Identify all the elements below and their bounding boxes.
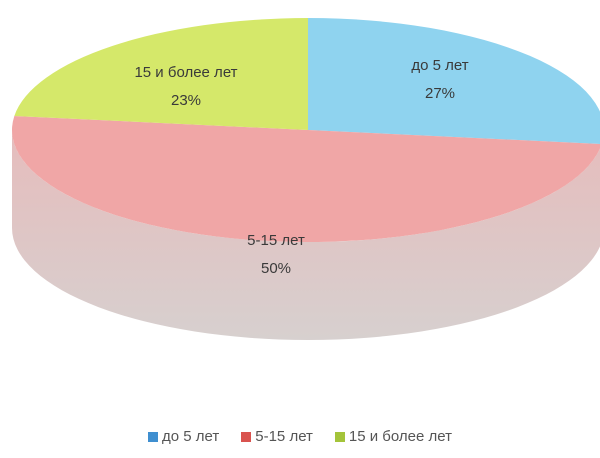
- slice-category-label-2: 15 и более лет: [134, 64, 237, 81]
- pie-slice-2: [14, 18, 309, 130]
- legend-label: 15 и более лет: [348, 428, 452, 445]
- pie-slice-1: [12, 115, 600, 242]
- pie-side-wall: [12, 130, 600, 340]
- legend-swatch: [334, 431, 345, 442]
- pie-side-surface: [12, 130, 600, 340]
- legend-swatch: [148, 431, 158, 442]
- slice-category-label-0: до 5 лет: [411, 57, 468, 74]
- slice-percent-label-1: 50%: [261, 260, 291, 277]
- slice-percent-label-0: 27%: [425, 85, 455, 102]
- legend-label: 5-15 лет: [255, 428, 313, 445]
- legend-item-15-plus: 15 и более лет: [334, 428, 452, 445]
- legend-item-5-15: 5-15 лет: [241, 428, 313, 445]
- slice-category-label-1: 5-15 лет: [247, 232, 305, 249]
- pie-slice-0: [308, 18, 600, 144]
- legend-label: до 5 лет: [162, 428, 220, 445]
- pie-top-face: [12, 18, 600, 242]
- pie-labels: до 5 лет 27% 5-15 лет 50% 15 и более лет 23%: [134, 57, 468, 277]
- slice-percent-label-2: 23%: [171, 92, 201, 109]
- legend-item-under-5: до 5 лет: [148, 428, 219, 445]
- legend: до 5 лет 5-15 лет 15 и более лет: [0, 428, 600, 445]
- legend-swatch: [241, 431, 252, 442]
